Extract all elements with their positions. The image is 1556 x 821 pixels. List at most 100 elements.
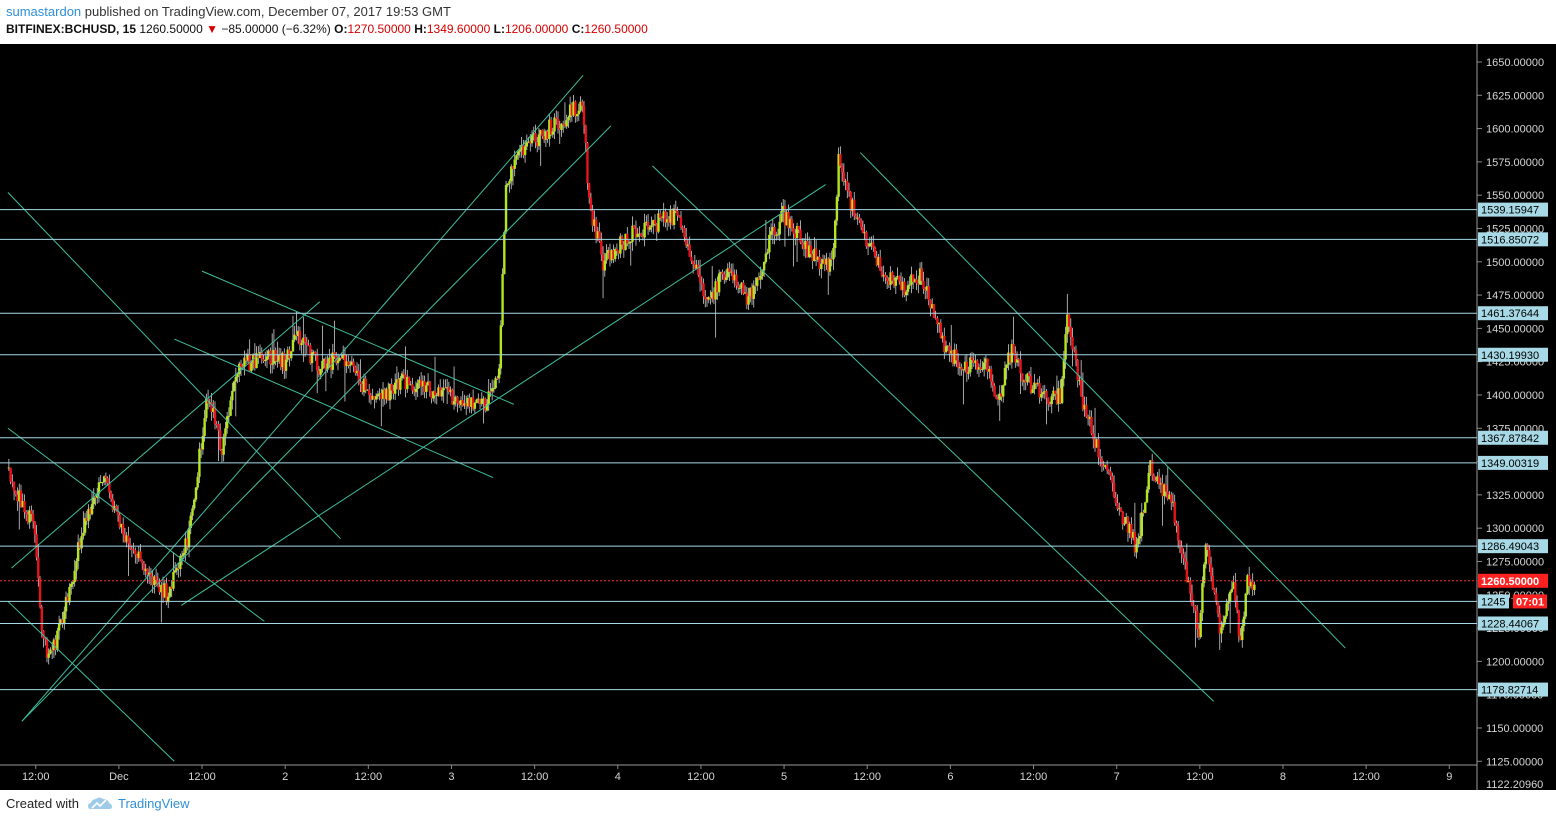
candle-body	[1178, 540, 1182, 547]
candle-body	[657, 213, 660, 232]
candle-body	[1015, 359, 1019, 363]
candle-body	[660, 217, 664, 219]
candle-body	[650, 225, 653, 228]
candle-body	[1095, 439, 1098, 448]
candle-body	[686, 244, 690, 246]
candle-body	[924, 288, 927, 291]
candle-body	[153, 576, 156, 585]
y-tick-label: 1450.00000	[1486, 323, 1544, 335]
candle-body	[23, 501, 26, 513]
candle-body	[291, 339, 295, 352]
candle-body	[279, 354, 283, 368]
candle-body	[934, 317, 937, 319]
candle-body	[1185, 561, 1189, 583]
candle-body	[830, 258, 833, 260]
candle-body	[972, 360, 975, 364]
candle-body	[272, 350, 276, 364]
candle-body	[868, 243, 872, 247]
candle-body	[99, 482, 102, 484]
candle-body	[581, 101, 584, 106]
last-price: 1260.50000	[139, 22, 203, 36]
candle-body	[300, 343, 303, 346]
candle-body	[761, 270, 764, 276]
candle-body	[1099, 457, 1102, 459]
level-label-bg	[1478, 202, 1548, 217]
candle-body	[884, 274, 887, 278]
tradingview-cloud-icon[interactable]	[87, 794, 113, 814]
candle-body	[778, 221, 781, 235]
candle-body	[270, 363, 274, 365]
candle-body	[109, 492, 113, 499]
candle-body	[1192, 605, 1195, 607]
candle-body	[749, 287, 752, 297]
candle-body	[167, 596, 170, 603]
candle-body	[982, 362, 986, 369]
tradingview-brand[interactable]: TradingView	[118, 796, 190, 811]
candle-body	[608, 249, 612, 261]
candle-body	[508, 181, 511, 184]
candle-body	[414, 388, 418, 393]
candle-body	[1244, 593, 1247, 617]
candle-body	[350, 361, 354, 365]
candle-body	[241, 366, 244, 368]
candle-body	[220, 449, 224, 455]
candle-body	[619, 236, 622, 254]
candle-body	[85, 518, 89, 521]
candle-body	[1234, 582, 1237, 601]
candle-body	[612, 250, 615, 260]
trend-line	[652, 165, 1215, 702]
candle-body	[1002, 385, 1005, 397]
trend-line	[7, 427, 265, 622]
y-tick-label: 1475.00000	[1486, 290, 1544, 302]
candle-body	[210, 402, 213, 412]
candle-body	[906, 285, 910, 292]
candle-body	[901, 281, 904, 290]
candle-body	[667, 219, 671, 223]
candlestick-chart[interactable]: 1650.00000 1625.00000 1600.00000 1575.00000…	[0, 44, 1556, 790]
x-tick-label: 5	[781, 771, 787, 783]
candle-body	[125, 535, 128, 542]
candle-body	[1038, 383, 1041, 398]
x-tick-label: 4	[615, 771, 621, 783]
candle-body	[1112, 482, 1116, 497]
candle-body	[679, 217, 683, 228]
candle-body	[94, 496, 97, 498]
candle-body	[1083, 404, 1086, 410]
created-with-text: Created with	[6, 796, 79, 811]
y-tick-label: 1600.00000	[1486, 124, 1544, 136]
candle-body	[705, 299, 709, 301]
candle-body	[1159, 483, 1163, 485]
candle-body	[976, 360, 979, 370]
candle-body	[790, 219, 794, 229]
candles-group	[7, 94, 1256, 665]
candle-body	[905, 291, 908, 296]
candle-body	[775, 234, 778, 236]
candle-body	[461, 399, 464, 406]
x-tick-label: Dec	[109, 771, 129, 783]
symbol-line: BITFINEX:BCHUSD, 15 1260.50000 ▼ −85.000…	[6, 22, 648, 36]
candle-body	[471, 397, 475, 409]
candle-body	[1251, 581, 1254, 590]
candle-body	[995, 396, 998, 399]
candle-body	[1152, 475, 1156, 481]
candle-body	[899, 281, 903, 290]
candle-body	[1059, 388, 1062, 404]
author-link[interactable]: sumastardon	[6, 4, 82, 19]
candle-body	[548, 119, 551, 139]
candle-body	[988, 368, 991, 372]
candle-body	[1029, 376, 1033, 393]
candle-body	[42, 630, 45, 639]
candle-body	[1199, 612, 1202, 637]
candle-body	[776, 234, 780, 236]
candle-body	[1007, 352, 1010, 365]
candle-body	[1150, 460, 1154, 476]
candle-body	[343, 354, 347, 367]
low-value: 1206.00000	[504, 22, 569, 36]
candle-body	[239, 363, 243, 367]
candle-body	[833, 220, 837, 249]
candle-body	[123, 534, 127, 542]
candle-body	[1135, 544, 1138, 553]
candle-body	[352, 361, 355, 367]
chart-frame[interactable]: 1650.00000 1625.00000 1600.00000 1575.00000…	[0, 44, 1556, 790]
level-label: 1461.37644	[1481, 308, 1539, 320]
